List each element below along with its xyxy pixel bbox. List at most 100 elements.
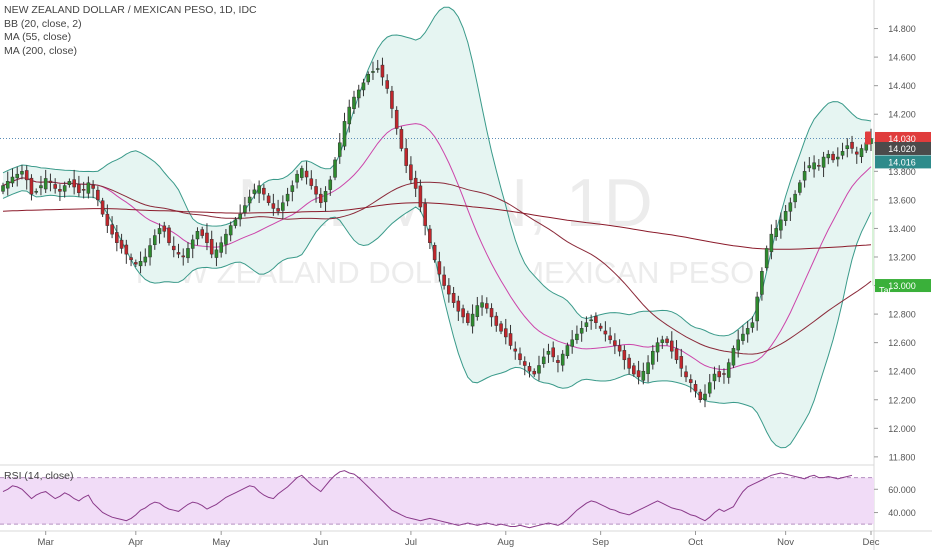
candle-body[interactable]	[617, 345, 622, 352]
candle-body[interactable]	[167, 227, 171, 243]
candle-body[interactable]	[494, 315, 499, 326]
candle-body[interactable]	[115, 232, 119, 243]
candle-body[interactable]	[356, 89, 361, 99]
candle-body[interactable]	[466, 313, 470, 323]
candle-body[interactable]	[129, 257, 133, 261]
candle-body[interactable]	[613, 340, 617, 346]
candle-body[interactable]	[276, 208, 280, 212]
candle-body[interactable]	[366, 73, 371, 83]
candle-body[interactable]	[96, 189, 100, 201]
candle-body[interactable]	[190, 239, 195, 249]
bb-basis-line[interactable]	[2, 123, 872, 371]
candle-body[interactable]	[560, 353, 565, 366]
candle-body[interactable]	[489, 308, 494, 318]
candle-body[interactable]	[712, 373, 717, 382]
candle-body[interactable]	[594, 316, 598, 323]
candle-body[interactable]	[337, 142, 342, 157]
candle-body[interactable]	[570, 339, 574, 347]
candle-body[interactable]	[380, 64, 385, 78]
candle-body[interactable]	[309, 178, 314, 186]
candle-body[interactable]	[655, 342, 660, 353]
candle-body[interactable]	[333, 159, 337, 178]
candle-body[interactable]	[798, 182, 802, 193]
candle-body[interactable]	[247, 196, 252, 204]
candle-body[interactable]	[684, 371, 688, 378]
candle-body[interactable]	[375, 68, 380, 70]
candle-body[interactable]	[670, 340, 674, 352]
candle-body[interactable]	[437, 261, 442, 275]
candle-body[interactable]	[209, 239, 214, 255]
candle-body[interactable]	[679, 356, 684, 369]
candle-body[interactable]	[228, 225, 233, 236]
candle-body[interactable]	[53, 184, 57, 189]
candle-body[interactable]	[119, 239, 124, 249]
candle-body[interactable]	[409, 164, 413, 181]
legend-bb[interactable]: BB (20, close, 2)	[4, 17, 82, 30]
candle-body[interactable]	[404, 148, 408, 166]
candle-body[interactable]	[39, 185, 43, 189]
candle-body[interactable]	[475, 305, 480, 317]
candle-body[interactable]	[532, 370, 537, 375]
candle-body[interactable]	[461, 308, 465, 318]
candle-body[interactable]	[755, 296, 759, 322]
candle-body[interactable]	[807, 165, 812, 169]
candle-body[interactable]	[290, 185, 295, 192]
candle-body[interactable]	[86, 182, 91, 194]
candle-body[interactable]	[304, 170, 309, 178]
candle-body[interactable]	[67, 181, 72, 185]
candle-body[interactable]	[698, 391, 703, 401]
candle-body[interactable]	[62, 185, 67, 192]
candle-body[interactable]	[371, 71, 375, 73]
candle-body[interactable]	[314, 186, 318, 195]
candle-body[interactable]	[418, 185, 423, 208]
candle-body[interactable]	[760, 271, 764, 295]
candle-body[interactable]	[447, 285, 451, 295]
candle-body[interactable]	[589, 319, 593, 322]
candle-body[interactable]	[674, 348, 679, 361]
candle-body[interactable]	[148, 245, 152, 258]
candle-body[interactable]	[565, 345, 570, 357]
candle-body[interactable]	[641, 370, 646, 381]
candle-body[interactable]	[556, 360, 560, 363]
candle-body[interactable]	[636, 370, 641, 378]
candle-body[interactable]	[1, 185, 5, 192]
candle-body[interactable]	[105, 213, 110, 226]
candle-body[interactable]	[726, 362, 731, 378]
candle-body[interactable]	[243, 205, 247, 213]
candle-body[interactable]	[295, 173, 299, 183]
candle-body[interactable]	[584, 322, 589, 327]
candle-body[interactable]	[826, 153, 831, 159]
candle-body[interactable]	[252, 189, 257, 194]
candle-body[interactable]	[660, 339, 665, 343]
candle-body[interactable]	[171, 245, 176, 251]
candle-body[interactable]	[745, 328, 750, 335]
candle-body[interactable]	[200, 229, 204, 236]
candle-body[interactable]	[281, 202, 285, 211]
candle-body[interactable]	[470, 313, 475, 327]
candle-body[interactable]	[598, 325, 603, 329]
rsi-legend[interactable]: RSI (14, close)	[4, 470, 74, 482]
candle-body[interactable]	[503, 328, 508, 338]
ma200-line[interactable]	[2, 202, 872, 250]
candle-body[interactable]	[793, 193, 797, 203]
candle-body[interactable]	[162, 225, 167, 232]
candle-body[interactable]	[859, 148, 864, 158]
candle-body[interactable]	[736, 339, 740, 351]
candle-body[interactable]	[15, 173, 20, 179]
candle-body[interactable]	[707, 382, 712, 394]
ma55-line[interactable]	[2, 177, 872, 355]
candle-body[interactable]	[328, 179, 333, 190]
candle-body[interactable]	[451, 292, 456, 303]
candle-body[interactable]	[91, 185, 95, 189]
candle-body[interactable]	[43, 178, 48, 190]
candle-body[interactable]	[195, 231, 200, 240]
candle-body[interactable]	[224, 233, 228, 245]
candle-body[interactable]	[138, 261, 143, 267]
candle-body[interactable]	[100, 200, 105, 215]
candle-body[interactable]	[347, 106, 352, 125]
candle-body[interactable]	[428, 228, 432, 243]
candle-body[interactable]	[783, 211, 788, 221]
candle-body[interactable]	[688, 379, 693, 383]
candle-body[interactable]	[24, 170, 29, 181]
